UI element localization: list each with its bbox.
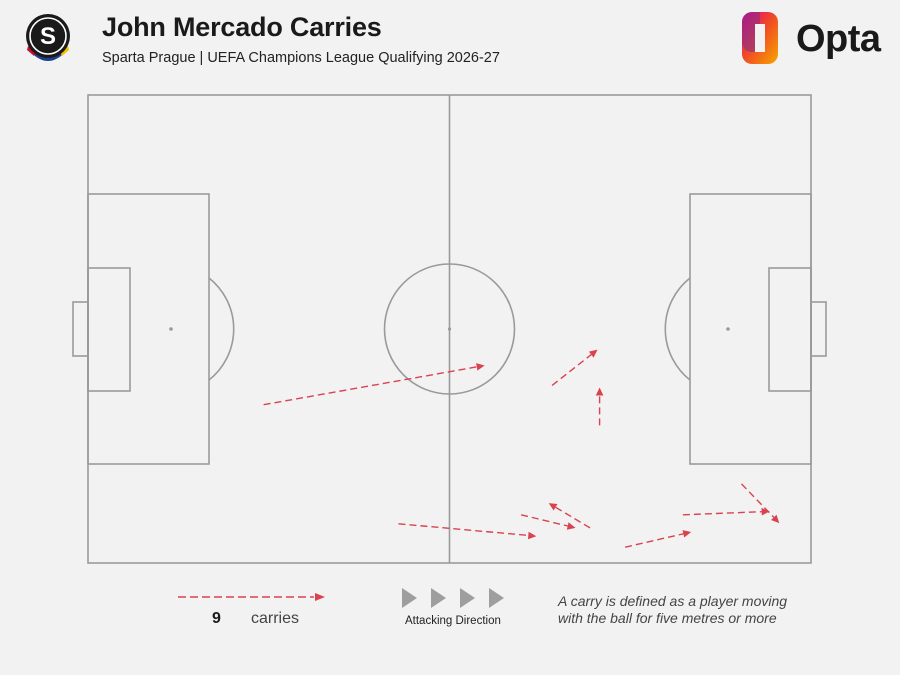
carry-arrowhead [548,503,558,511]
carry-count-label: carries [251,610,300,627]
carry-path [624,533,684,548]
left-goal [72,301,89,357]
carry-arrow [263,363,485,406]
left-penalty-arc [208,277,235,381]
carry-arrow [740,483,780,524]
carry-legend-arrow-icon [178,593,325,601]
centre-circle [383,263,516,395]
centre-spot [447,327,452,331]
carry-path [520,514,568,527]
left-penalty-spot [169,327,173,331]
sparta-prague-badge-icon: S [26,14,70,61]
opta-wordmark: Opta [796,18,881,60]
carry-count: 9 [212,610,221,627]
carry-arrowhead [588,349,598,358]
carry-arrowhead [528,531,537,540]
page-title: John Mercado Carries [102,12,382,42]
page-subtitle: Sparta Prague | UEFA Champions League Qu… [102,50,500,66]
carry-arrow [548,503,591,529]
carry-arrowhead [595,387,604,396]
right-penalty-arc [664,277,691,381]
opta-logo-icon [742,12,778,64]
pitch-spots [169,327,730,331]
right-penalty-area [689,193,812,465]
carry-arrow [520,514,576,530]
carry-arrowhead [476,363,485,371]
carry-arrow [682,507,770,516]
carry-arrowhead [761,507,770,516]
right-six-yard-box [768,267,812,392]
carry-arrowhead [771,514,780,524]
club-badge-letter: S [40,23,56,50]
attacking-direction-arrows-icon [402,588,504,608]
carry-path [682,511,762,516]
attacking-direction-label: Attacking Direction [405,615,501,627]
header: S John Mercado Carries Sparta Prague | U… [0,0,900,90]
right-penalty-spot [726,327,730,331]
carry-arrowhead [682,530,692,538]
left-penalty-area [87,193,210,465]
carry-path [551,354,592,386]
carry-path [263,366,477,406]
carry-arrow [551,349,598,386]
carry-arrow [624,530,692,548]
pitch-markings [72,94,827,564]
carry-path [740,483,775,518]
carry-definition-line-2: with the ball for five metres or more [558,610,777,626]
carry-arrow [398,523,537,540]
carry-definition-line-1: A carry is defined as a player moving [558,593,788,609]
carry-path [398,523,529,537]
carry-definition-note: A carry is defined as a player moving wi… [558,593,818,627]
carry-arrows [263,349,780,548]
right-goal [810,301,827,357]
carry-path [555,506,591,529]
carry-arrowhead [566,522,576,530]
left-six-yard-box [87,267,131,392]
carry-arrow [595,387,604,426]
